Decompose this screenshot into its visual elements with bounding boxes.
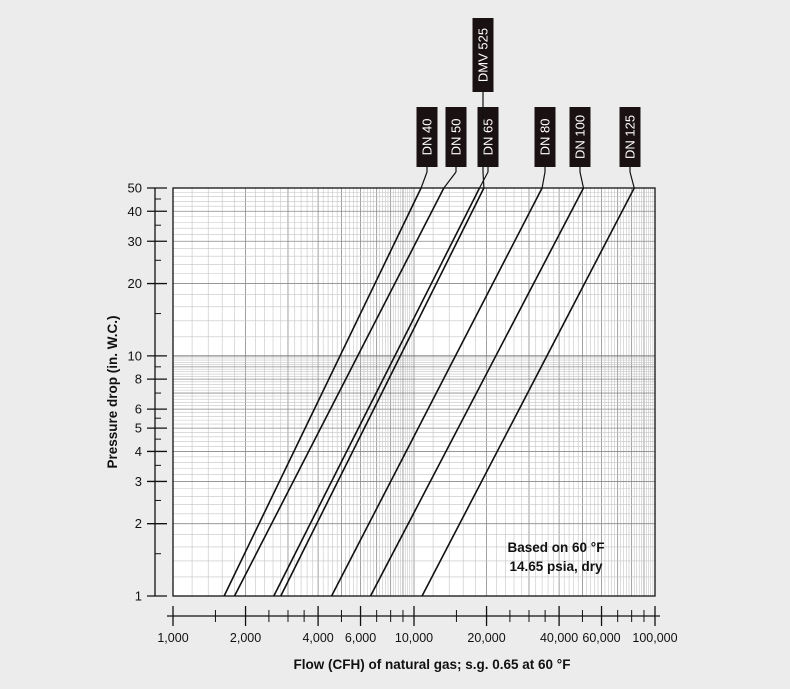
series-line-dmv-525: [280, 187, 485, 597]
series-line-dn-80: [330, 187, 543, 597]
series-line-dn-65: [273, 187, 481, 597]
leader-line-dn-50: [443, 171, 457, 189]
x-tick-label: 4,000: [302, 631, 333, 645]
series-label-dn-100: DN 100: [573, 115, 588, 159]
leader-line-dmv-525: [482, 171, 485, 189]
x-tick-label: 6,000: [345, 631, 376, 645]
series-line-dn-40: [223, 187, 422, 597]
leader-line-dn-100: [579, 171, 585, 189]
y-tick-label: 20: [128, 276, 142, 291]
leader-line-dn-40: [420, 171, 428, 189]
series-label-dn-50: DN 50: [449, 119, 464, 156]
series-label-dn-80: DN 80: [538, 119, 553, 156]
y-tick-label: 2: [135, 516, 142, 531]
y-tick-label: 10: [128, 348, 142, 363]
leader-line-dn-80: [541, 171, 546, 189]
x-tick-label: 40,000: [540, 631, 578, 645]
x-tick-label: 100,000: [632, 631, 677, 645]
annotation-line: 14.65 psia, dry: [509, 559, 603, 574]
x-tick-label: 60,000: [582, 631, 620, 645]
x-axis-label: Flow (CFH) of natural gas; s.g. 0.65 at …: [294, 657, 571, 672]
y-tick-label: 3: [135, 474, 142, 489]
label-box-dn-125: [619, 107, 641, 167]
y-tick-label: 6: [135, 402, 142, 417]
series-label-dn-40: DN 40: [420, 119, 435, 156]
grid: [173, 188, 655, 596]
y-axis-label: Pressure drop (in. W.C.): [105, 315, 120, 468]
axes: 1 2 3 4 5 6 8 10 20 30 40 50 Pressure drop (in. W.C.…: [105, 181, 678, 673]
label-box-dn-50: [445, 107, 467, 167]
y-tick-label: 1: [135, 589, 142, 604]
label-box-dn-100: [569, 107, 591, 167]
series-label-dn-65: DN 65: [481, 119, 496, 156]
y-tick-label: 30: [128, 234, 142, 249]
x-tick-label: 20,000: [467, 631, 505, 645]
x-tick-label: 1,000: [157, 631, 188, 645]
series-label-dn-125: DN 125: [623, 115, 638, 159]
y-tick-label: 5: [135, 421, 142, 436]
label-box-dmv-525: [472, 18, 494, 92]
y-tick-label: 40: [128, 204, 142, 219]
plot-frame: [172, 187, 656, 597]
series-labels: DN 40 DN 50 DN 65 DMV 525 DN 80 DN 100 DN 125: [416, 18, 641, 189]
y-tick-label: 4: [135, 444, 142, 459]
series-line-dn-125: [421, 187, 635, 597]
annotation-line: Based on 60 °F: [508, 540, 605, 555]
x-tick-label: 2,000: [230, 631, 261, 645]
y-tick-label: 50: [128, 181, 142, 196]
series-line-dn-100: [369, 187, 585, 597]
label-box-dn-40: [416, 107, 438, 167]
leader-line-dn-125: [629, 171, 635, 189]
series-line-dn-50: [233, 187, 445, 597]
series-lines: [223, 187, 635, 597]
series-label-dmv-525: DMV 525: [476, 28, 491, 82]
x-tick-label: 10,000: [395, 631, 433, 645]
y-tick-label: 8: [135, 372, 142, 387]
label-box-dn-80: [534, 107, 556, 167]
annotation: Based on 60 °F 14.65 psia, dry: [508, 540, 605, 574]
